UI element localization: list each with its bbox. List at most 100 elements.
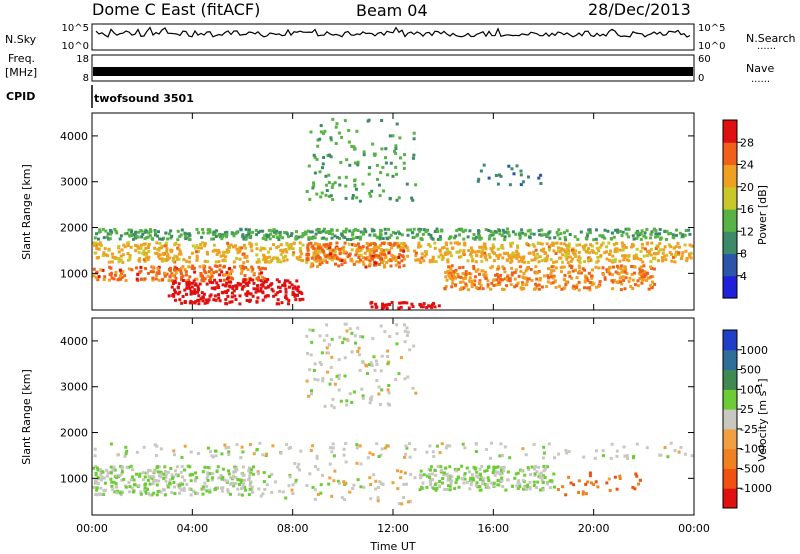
- y-tick-label: 3000: [60, 176, 88, 189]
- power-cell: [622, 246, 626, 250]
- velocity-cell: [369, 497, 373, 501]
- power-cell: [430, 305, 433, 309]
- power-cell: [263, 234, 267, 238]
- y-tick-label: 3000: [60, 381, 88, 394]
- power-cell: [195, 254, 199, 258]
- power-cell: [463, 243, 467, 247]
- velocity-cell: [380, 447, 384, 451]
- power-cell: [278, 235, 282, 239]
- power-cell: [464, 272, 468, 276]
- power-cell: [398, 232, 402, 236]
- power-cell: [130, 268, 134, 272]
- velocity-cell: [387, 391, 391, 395]
- power-cell: [268, 237, 272, 241]
- power-cell: [388, 236, 392, 240]
- power-cell: [356, 235, 360, 239]
- x-tick-label: 00:00: [76, 522, 108, 535]
- power-cell: [146, 258, 150, 262]
- velocity-cell: [216, 465, 220, 469]
- power-cell: [178, 298, 182, 302]
- velocity-cell: [250, 488, 254, 492]
- power-cell: [311, 186, 315, 190]
- power-cell: [639, 237, 643, 241]
- power-cell: [255, 277, 259, 281]
- power-cell: [209, 272, 213, 276]
- power-cell: [441, 255, 445, 259]
- power-cell: [418, 303, 422, 306]
- power-cell: [382, 264, 386, 268]
- power-cell: [119, 277, 123, 281]
- power-cell: [263, 247, 267, 251]
- power-cell: [615, 250, 619, 254]
- velocity-cell: [179, 470, 183, 474]
- velocity-cell: [181, 475, 184, 479]
- power-cell: [446, 269, 450, 273]
- power-cell: [382, 251, 386, 255]
- velocity-cell: [93, 479, 97, 483]
- power-cell: [202, 267, 206, 271]
- power-cell: [252, 287, 256, 291]
- power-cell: [343, 260, 347, 264]
- power-cell: [462, 237, 466, 241]
- power-cell: [501, 256, 505, 260]
- power-cell: [617, 266, 620, 270]
- power-cell: [236, 251, 240, 255]
- velocity-cell: [503, 445, 507, 449]
- power-cell: [299, 290, 303, 294]
- velocity-cell: [411, 386, 415, 390]
- power-cell: [351, 243, 355, 247]
- power-cell: [425, 229, 429, 233]
- velocity-cell: [408, 348, 412, 352]
- power-cell: [575, 283, 579, 287]
- velocity-cell: [109, 471, 113, 475]
- power-cell: [168, 275, 172, 279]
- power-cell: [196, 284, 200, 288]
- power-cell: [188, 260, 192, 264]
- velocity-cell: [143, 486, 147, 490]
- power-cell: [454, 276, 457, 280]
- power-cell: [650, 230, 654, 234]
- velocity-cell: [622, 445, 626, 449]
- power-cell: [334, 262, 337, 266]
- power-cell: [239, 227, 243, 231]
- velocity-cell: [379, 403, 382, 406]
- power-cell: [283, 231, 287, 234]
- velocity-cell: [185, 482, 189, 486]
- velocity-cell: [205, 489, 209, 493]
- velocity-cell: [356, 350, 360, 353]
- power-cell: [228, 284, 232, 288]
- power-cell: [197, 231, 200, 235]
- power-cell: [505, 258, 509, 262]
- velocity-cell: [221, 486, 225, 490]
- power-cell: [320, 258, 324, 262]
- velocity-cell: [494, 466, 498, 469]
- velocity-cell: [118, 474, 122, 478]
- velocity-cell: [113, 490, 117, 494]
- power-cell: [251, 294, 255, 298]
- velocity-cell: [596, 485, 600, 489]
- power-cell: [307, 236, 311, 240]
- power-cell: [246, 278, 250, 281]
- power-cell: [610, 237, 613, 240]
- velocity-cell: [148, 469, 152, 473]
- power-cell: [97, 230, 101, 234]
- power-cell: [180, 301, 184, 305]
- power-cell: [577, 264, 581, 268]
- velocity-cell: [331, 446, 335, 450]
- nave-dots: ......: [751, 74, 770, 85]
- power-cell: [333, 256, 337, 260]
- velocity-cell: [516, 487, 520, 490]
- power-cell: [555, 241, 559, 245]
- power-cell: [356, 163, 360, 167]
- power-cell: [543, 252, 547, 255]
- power-cell: [601, 241, 605, 245]
- power-cell: [209, 278, 213, 282]
- velocity-cell: [267, 475, 271, 478]
- power-cell: [614, 270, 618, 274]
- power-cell: [562, 265, 566, 269]
- velocity-cell: [129, 464, 133, 468]
- power-cell: [121, 260, 125, 264]
- power-cell: [176, 238, 180, 242]
- velocity-cell: [441, 477, 445, 480]
- velocity-cell: [408, 442, 411, 446]
